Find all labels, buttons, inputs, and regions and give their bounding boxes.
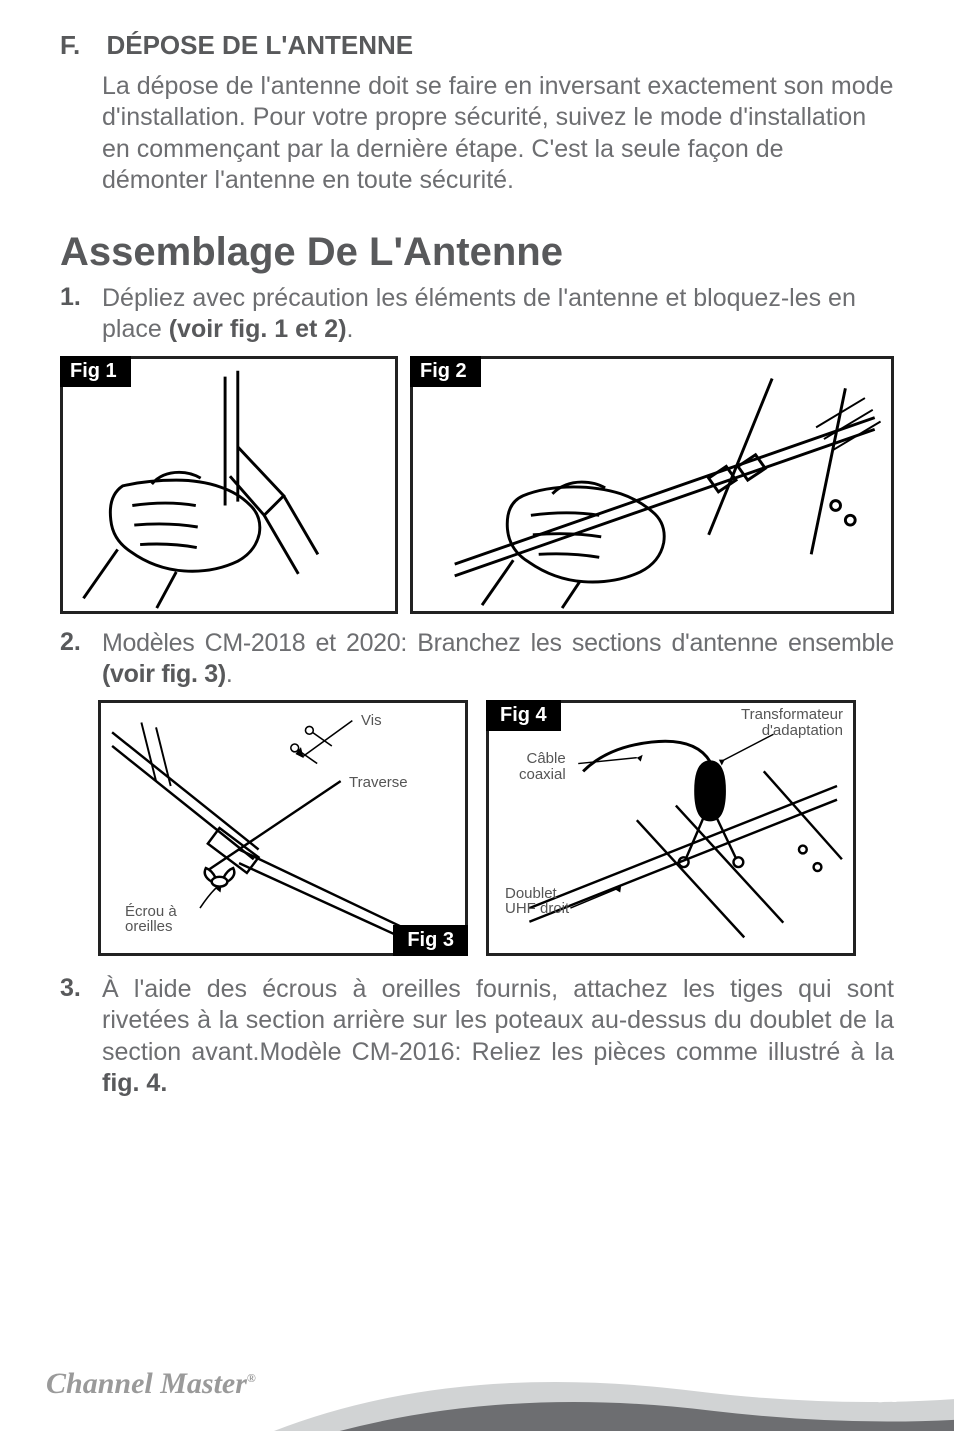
figure-1-illustration [63,359,395,611]
brand-reg: ® [247,1371,256,1385]
fig-row-1: Fig 1 [60,356,894,614]
figure-4-label: Fig 4 [486,700,561,731]
brand-text: Channel Master [46,1367,247,1400]
figure-1: Fig 1 [60,356,398,614]
step-1-num: 1. [60,283,102,346]
callout-cable: Câble coaxial [519,751,566,783]
figure-3: Fig 3 Vis Traverse Écrou à oreilles [98,700,468,956]
step-3-text-a: À l'aide des écrous à oreilles fournis, … [102,975,894,1066]
step-2-text-b: (voir fig. 3) [102,660,226,688]
callout-transformateur: Transformateur d'adaptation [741,707,843,739]
figure-2: Fig 2 [410,356,894,614]
brand-logo: Channel Master® [46,1367,256,1401]
manual-page: F. DÉPOSE DE L'ANTENNE La dépose de l'an… [0,0,954,1431]
step-3: 3. À l'aide des écrous à oreilles fourni… [60,974,894,1099]
step-1: 1. Dépliez avec précaution les éléments … [60,283,894,346]
figure-4: Fig 4 Transformateur d'adaptation Câble … [486,700,856,956]
section-letter: F. [60,30,102,61]
step-3-text-b: fig. 4. [102,1069,167,1097]
figure-2-label: Fig 2 [410,356,481,387]
footer-swoosh [274,1321,954,1431]
step-2-num: 2. [60,628,102,691]
step-1-text-c: . [347,315,354,343]
step-1-text-b: (voir fig. 1 et 2) [169,315,347,343]
section-title: DÉPOSE DE L'ANTENNE [106,30,413,61]
step-2: 2. Modèles CM-2018 et 2020: Branchez les… [60,628,894,691]
fig-row-2: Fig 3 Vis Traverse Écrou à oreilles [60,700,894,956]
step-2-body: Modèles CM-2018 et 2020: Branchez les se… [102,628,894,691]
figure-2-illustration [413,359,891,611]
figure-1-label: Fig 1 [60,356,131,387]
step-3-body: À l'aide des écrous à oreilles fournis, … [102,974,894,1099]
step-2-text-a: Modèles CM-2018 et 2020: Branchez les se… [102,629,894,657]
figure-3-label: Fig 3 [393,925,468,956]
callout-traverse: Traverse [349,775,408,791]
main-heading: Assemblage De L'Antenne [60,230,894,275]
callout-doublet: Doublet UHF droit [505,886,569,918]
page-number: 37 [873,1377,904,1409]
section-body: La dépose de l'antenne doit se faire en … [102,71,894,196]
callout-ecrou: Écrou à oreilles [125,904,177,936]
step-3-num: 3. [60,974,102,1099]
section-f: F. DÉPOSE DE L'ANTENNE La dépose de l'an… [60,30,894,196]
step-1-body: Dépliez avec précaution les éléments de … [102,283,894,346]
callout-vis: Vis [361,713,382,729]
step-2-text-c: . [226,660,233,688]
page-footer: Channel Master® 37 [0,1345,954,1431]
